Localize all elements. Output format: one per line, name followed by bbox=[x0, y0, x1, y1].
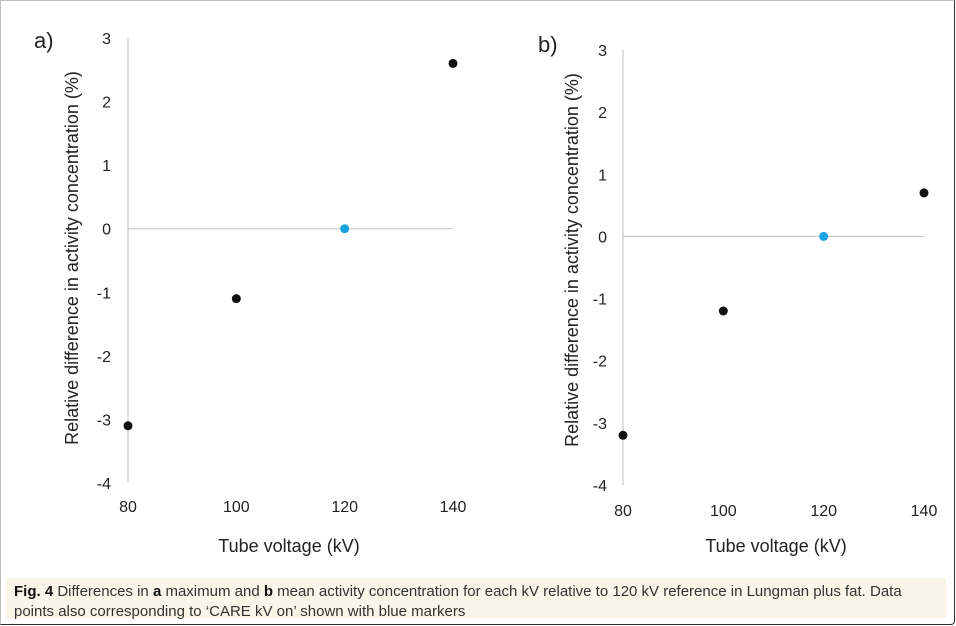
caption-text-2: maximum and bbox=[161, 583, 264, 600]
y-tick-label: -4 bbox=[97, 476, 111, 493]
panel-a-points bbox=[123, 58, 458, 431]
y-tick-label: -2 bbox=[97, 349, 111, 366]
data-point bbox=[919, 188, 929, 198]
y-tick-label: -2 bbox=[593, 354, 607, 371]
y-tick-label: -3 bbox=[593, 416, 607, 433]
x-tick-label: 120 bbox=[810, 503, 837, 520]
caption-text-3: mean activity concentration for each kV … bbox=[14, 583, 902, 620]
y-tick-label: 2 bbox=[102, 95, 111, 112]
panel-b-x-axis-label: Tube voltage (kV) bbox=[705, 536, 846, 556]
x-tick-label: 140 bbox=[911, 503, 938, 520]
panel-b-label: b) bbox=[538, 32, 558, 57]
panel-a-x-axis-label: Tube voltage (kV) bbox=[218, 536, 359, 556]
data-point bbox=[618, 430, 628, 440]
panel-a-y-ticks: 3 2 1 0 -1 -2 -3 -4 bbox=[97, 31, 111, 493]
x-tick-label: 100 bbox=[223, 499, 250, 516]
y-tick-label: -1 bbox=[593, 292, 607, 309]
panel-a-x-ticks: 80 100 120 140 bbox=[119, 499, 466, 516]
x-tick-label: 80 bbox=[119, 499, 137, 516]
data-point bbox=[123, 421, 133, 431]
figure-caption: Fig. 4 Differences in a maximum and b me… bbox=[6, 578, 946, 620]
y-tick-label: 2 bbox=[598, 105, 607, 122]
panel-b-points bbox=[618, 188, 929, 440]
y-tick-label: 3 bbox=[598, 43, 607, 60]
caption-text-1: Differences in bbox=[53, 583, 153, 600]
x-tick-label: 100 bbox=[710, 503, 737, 520]
panel-b-y-axis-label: Relative difference in activity concentr… bbox=[562, 73, 582, 447]
y-tick-label: 0 bbox=[598, 229, 607, 246]
y-tick-label: 0 bbox=[102, 222, 111, 239]
y-tick-label: 1 bbox=[598, 167, 607, 184]
x-tick-label: 80 bbox=[614, 503, 632, 520]
data-point bbox=[819, 231, 829, 241]
panel-b-y-ticks: 3 2 1 0 -1 -2 -3 -4 bbox=[593, 43, 607, 495]
data-point bbox=[340, 224, 350, 234]
y-tick-label: -4 bbox=[593, 478, 607, 495]
x-tick-label: 120 bbox=[331, 499, 358, 516]
y-tick-label: -3 bbox=[97, 412, 111, 429]
y-tick-label: -1 bbox=[97, 285, 111, 302]
panel-a-y-axis-label: Relative difference in activity concentr… bbox=[62, 71, 82, 445]
y-tick-label: 1 bbox=[102, 158, 111, 175]
panel-b: b) 3 2 1 0 -1 -2 -3 -4 80 100 120 140 Tube voltage… bbox=[538, 32, 937, 556]
data-point bbox=[718, 306, 728, 316]
data-point bbox=[448, 58, 458, 68]
y-tick-label: 3 bbox=[102, 31, 111, 48]
caption-fig-label: Fig. 4 bbox=[14, 583, 54, 600]
caption-panel-a: a bbox=[152, 583, 162, 600]
caption-panel-b: b bbox=[263, 583, 274, 600]
panel-b-x-ticks: 80 100 120 140 bbox=[614, 503, 937, 520]
x-tick-label: 140 bbox=[440, 499, 467, 516]
panel-a-label: a) bbox=[34, 28, 54, 53]
panel-a: a) 3 2 1 0 -1 -2 -3 -4 80 100 120 140 Tube voltage… bbox=[34, 28, 466, 556]
data-point bbox=[231, 294, 241, 304]
